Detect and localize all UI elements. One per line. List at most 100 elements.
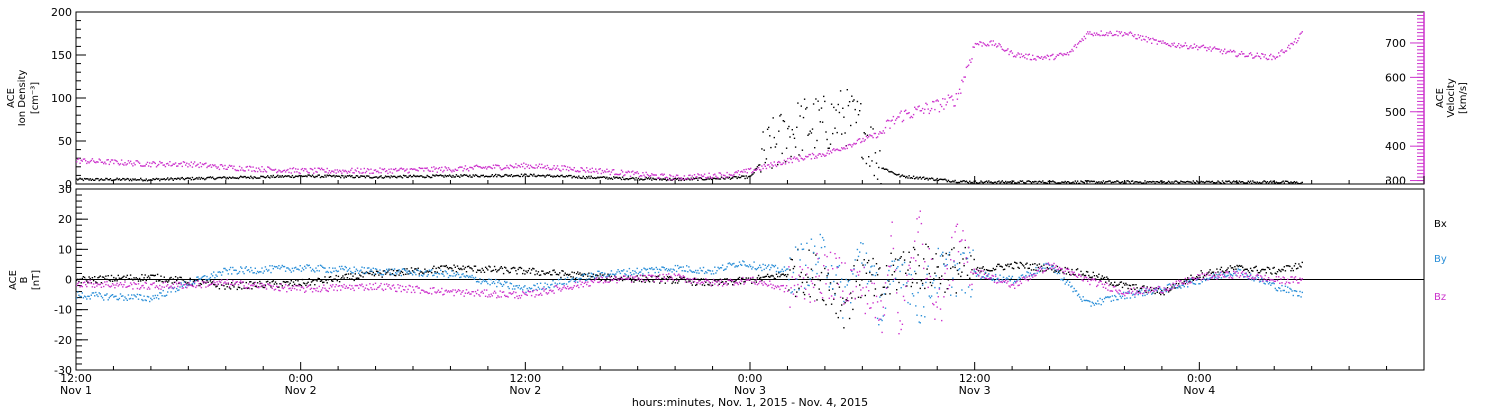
data-point-by: [400, 274, 402, 277]
data-point-bx: [1157, 288, 1160, 290]
data-point-bx: [159, 279, 161, 282]
data-point-bx: [1166, 287, 1169, 289]
data-point-bz: [106, 281, 108, 283]
data-point-velocity: [264, 170, 267, 172]
data-point-bx: [845, 299, 847, 301]
data-point-bx: [1235, 268, 1237, 270]
data-point-by: [243, 272, 245, 275]
data-point-by: [939, 255, 942, 257]
data-point-bz: [279, 290, 281, 292]
data-point-by: [407, 270, 409, 272]
data-point-velocity: [1275, 56, 1278, 58]
data-point-velocity: [483, 167, 486, 169]
data-point-bz: [425, 291, 427, 293]
data-point-bx: [196, 279, 198, 282]
data-point-velocity: [1181, 46, 1183, 48]
data-point-ion-density: [714, 177, 716, 180]
data-point-velocity: [796, 157, 798, 159]
data-point-by: [118, 297, 121, 300]
data-point-bx: [1224, 271, 1226, 274]
data-point-by: [149, 300, 151, 303]
data-point-bx: [240, 282, 242, 284]
data-point-ion-density: [1089, 181, 1091, 183]
data-point-velocity: [146, 161, 149, 164]
data-point-ion-density: [477, 175, 479, 178]
data-point-velocity: [477, 165, 479, 167]
data-point-by: [308, 264, 310, 266]
data-point-bz: [260, 285, 262, 288]
data-point-by: [627, 274, 629, 277]
data-point-ion-density: [828, 147, 830, 149]
data-point-bx: [841, 304, 843, 306]
data-point-by: [100, 295, 103, 297]
data-point-bx: [808, 249, 810, 251]
data-point-ion-density: [884, 168, 887, 170]
data-point-ion-density: [375, 176, 378, 178]
data-point-velocity: [232, 167, 234, 170]
data-point-bz: [345, 285, 347, 287]
data-point-velocity: [1281, 49, 1283, 51]
data-point-by: [1144, 294, 1146, 297]
data-point-ion-density: [757, 164, 760, 166]
data-point-by: [1147, 289, 1150, 291]
data-point-velocity: [892, 115, 895, 118]
data-point-by: [963, 252, 965, 254]
data-point-velocity: [1062, 54, 1064, 57]
data-point-velocity: [131, 163, 133, 165]
data-point-by: [268, 269, 270, 271]
data-point-velocity: [894, 119, 897, 121]
data-point-ion-density: [794, 146, 797, 148]
data-point-ion-density: [1179, 181, 1181, 184]
data-point-velocity: [673, 178, 675, 181]
data-point-ion-density: [117, 178, 119, 181]
data-point-by: [763, 268, 765, 271]
data-point-by: [660, 269, 662, 271]
data-point-bx: [253, 281, 255, 284]
data-point-ion-density: [1258, 181, 1261, 184]
data-point-bx: [1194, 277, 1197, 280]
data-point-ion-density: [418, 175, 420, 178]
data-point-ion-density: [646, 178, 649, 180]
data-point-ion-density: [801, 149, 804, 151]
data-point-bz: [522, 291, 524, 293]
data-point-bz: [98, 283, 100, 286]
data-point-bx: [1127, 287, 1129, 290]
data-point-by: [1012, 282, 1015, 284]
data-point-velocity: [320, 167, 323, 169]
data-point-velocity: [352, 172, 354, 174]
data-point-ion-density: [898, 173, 900, 176]
data-point-bz: [170, 285, 172, 287]
data-point-by: [314, 271, 316, 273]
data-point-bx: [768, 275, 770, 278]
data-point-by: [108, 297, 110, 299]
data-point-ion-density: [256, 177, 259, 179]
data-point-ion-density: [1144, 180, 1146, 182]
data-point-ion-density: [1146, 181, 1148, 183]
data-point-by: [176, 287, 178, 290]
data-point-by: [1217, 277, 1219, 279]
data-point-velocity: [404, 170, 406, 172]
data-point-bx: [923, 258, 925, 260]
data-point-by: [431, 269, 433, 271]
data-point-bx: [199, 282, 201, 285]
data-point-ion-density: [434, 175, 436, 177]
data-point-velocity: [300, 168, 303, 171]
data-point-ion-density: [608, 177, 610, 179]
data-point-bx: [1234, 266, 1236, 268]
data-point-bx: [648, 281, 651, 283]
data-point-by: [1201, 281, 1203, 283]
data-point-bx: [662, 278, 664, 280]
data-point-ion-density: [692, 177, 695, 179]
data-point-velocity: [953, 105, 955, 107]
data-point-ion-density: [464, 174, 467, 176]
data-point-bx: [537, 271, 540, 273]
data-point-velocity: [955, 93, 957, 95]
data-point-velocity: [987, 43, 989, 46]
data-point-velocity: [310, 168, 313, 170]
data-point-ion-density: [374, 176, 377, 178]
data-point-bx: [88, 276, 90, 278]
data-point-bz: [158, 288, 160, 290]
data-point-velocity: [597, 172, 599, 174]
data-point-ion-density: [835, 109, 837, 111]
data-point-by: [1297, 295, 1299, 297]
